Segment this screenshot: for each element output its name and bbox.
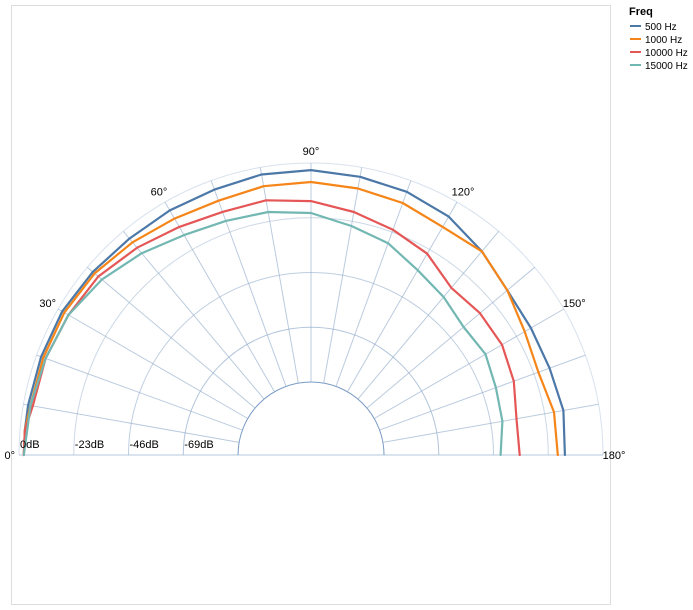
radial-tick-23db: -23dB <box>75 439 104 451</box>
angular-grid-line <box>122 230 265 400</box>
radial-tick-46db: -46dB <box>130 439 159 451</box>
angle-tick-60: 60° <box>151 187 168 199</box>
angular-grid-line <box>357 230 500 400</box>
legend-item-10000hz[interactable]: 10000 Hz <box>630 48 688 59</box>
angle-tick-150: 150° <box>563 298 586 310</box>
angular-grid-line <box>323 167 363 384</box>
series-line-10000hz <box>22 199 521 457</box>
angular-grid-line <box>379 354 586 431</box>
angle-axis-labels: 0° 30° 60° 90° 120° 150° 180° <box>4 146 625 462</box>
polar-grid <box>18 162 604 456</box>
angular-grid-line <box>23 403 240 443</box>
angular-grid-line <box>86 266 256 409</box>
series-line-15000hz <box>22 210 504 457</box>
legend-item-15000hz[interactable]: 15000 Hz <box>630 61 688 72</box>
legend-title: Freq <box>629 6 653 18</box>
angular-grid-line <box>259 167 299 384</box>
legend-item-1000hz[interactable]: 1000 Hz <box>630 35 682 46</box>
data-series <box>22 169 566 457</box>
angular-grid-line <box>373 308 565 419</box>
angle-tick-180: 180° <box>603 450 626 462</box>
radial-tick-0db: 0dB <box>20 439 40 451</box>
angular-grid-line <box>210 180 287 387</box>
legend: Freq 500 Hz 1000 Hz 10000 Hz 15000 Hz <box>629 6 688 72</box>
angle-tick-120: 120° <box>452 187 475 199</box>
series-line-500hz <box>22 169 566 457</box>
radial-axis-labels: 0dB -23dB -46dB -69dB <box>20 439 214 451</box>
angular-grid-line <box>382 403 599 443</box>
legend-label: 500 Hz <box>645 22 677 33</box>
angle-tick-90: 90° <box>303 146 320 158</box>
radial-tick-69db: -69dB <box>184 439 213 451</box>
legend-label: 10000 Hz <box>645 48 688 59</box>
legend-label: 1000 Hz <box>645 35 682 46</box>
angular-grid-line <box>347 201 458 393</box>
legend-item-500hz[interactable]: 500 Hz <box>630 22 677 33</box>
radial-grid-ring <box>237 381 385 456</box>
legend-label: 15000 Hz <box>645 61 688 72</box>
angle-tick-0: 0° <box>4 450 15 462</box>
angular-grid-line <box>164 201 275 393</box>
angular-grid-line <box>36 354 243 431</box>
angle-tick-30: 30° <box>39 298 56 310</box>
series-line-1000hz <box>22 180 559 457</box>
angular-grid-line <box>335 180 412 387</box>
angular-grid-line <box>57 308 249 419</box>
plot-frame <box>11 5 611 605</box>
